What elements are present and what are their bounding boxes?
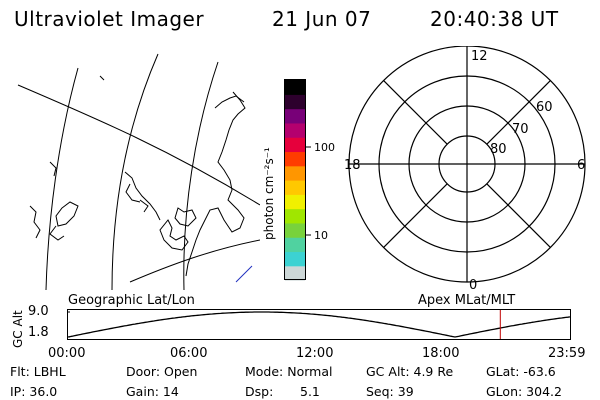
colorbar-segment — [285, 151, 305, 167]
status-gc-alt: GC Alt: 4.9 Re — [366, 364, 454, 379]
colorbar-tick-100: 100 — [314, 141, 335, 154]
lat-label-60: 60 — [536, 100, 553, 115]
instrument-title: Ultraviolet Imager — [14, 7, 205, 31]
colorbar-segment — [285, 108, 305, 124]
timeline-axis-title: GC Alt — [11, 310, 25, 348]
colorbar-segment — [285, 165, 305, 181]
coastline — [29, 205, 41, 239]
colorbar-tick-10: 10 — [314, 229, 328, 242]
timeline-right-label: Apex MLat/MLT — [418, 293, 516, 308]
colorbar-segment — [285, 80, 305, 95]
altitude-curve — [67, 311, 571, 338]
status-ip: IP: 36.0 — [10, 384, 58, 399]
coastline — [159, 219, 189, 251]
coastline — [49, 225, 65, 241]
coastline — [55, 201, 79, 227]
coastline — [99, 75, 105, 81]
coastline — [49, 161, 57, 177]
colorbar-segment — [285, 265, 305, 281]
status-seq: Seq: 39 — [366, 384, 414, 399]
altitude-timeline — [67, 309, 571, 340]
coastline-highlight — [235, 265, 253, 283]
timeline-left-label: Geographic Lat/Lon — [68, 293, 195, 308]
status-door: Door: Open — [126, 364, 198, 379]
coastline — [124, 171, 161, 221]
x-tick-2359: 23:59 — [548, 346, 586, 361]
coastline — [174, 207, 197, 227]
colorbar — [284, 79, 306, 281]
colorbar-segment — [285, 180, 305, 195]
map-grid-line — [45, 67, 79, 290]
x-tick-0600: 06:00 — [170, 346, 208, 361]
status-glon: GLon: 304.2 — [486, 384, 562, 399]
status-flt: Flt: LBHL — [10, 364, 66, 379]
x-tick-0000: 00:00 — [48, 346, 86, 361]
coastline — [185, 91, 246, 277]
colorbar-segment — [285, 94, 305, 110]
colorbar-segment — [285, 208, 305, 224]
map-grid-line — [111, 53, 159, 290]
status-dsp-value: 5.1 — [300, 384, 320, 399]
lat-label-70: 70 — [512, 122, 529, 137]
coastline — [125, 183, 141, 203]
colorbar-segment — [285, 222, 305, 238]
mlt-label-12: 12 — [471, 49, 488, 64]
header-date: 21 Jun 07 — [272, 7, 372, 31]
status-dsp-label: Dsp: — [245, 384, 274, 399]
colorbar-segment — [285, 194, 305, 210]
timeline-ymin: 1.8 — [28, 325, 49, 340]
mlt-label-18: 18 — [344, 158, 361, 173]
status-gain: Gain: 14 — [126, 384, 179, 399]
colorbar-ticks: 100 10 — [305, 141, 335, 242]
map-grid-line — [129, 239, 260, 283]
x-tick-1200: 12:00 — [296, 346, 334, 361]
status-glat: GLat: -63.6 — [486, 364, 556, 379]
colorbar-segment — [285, 251, 305, 267]
polar-diagonal — [383, 183, 448, 248]
colorbar-segment — [285, 237, 305, 253]
status-mode: Mode: Normal — [245, 364, 333, 379]
polar-plot: 12 18 6 0 60 70 80 — [344, 46, 586, 293]
mlt-label-6: 6 — [577, 158, 585, 173]
colorbar-segment — [285, 137, 305, 153]
polar-diagonal — [383, 80, 448, 145]
x-tick-1800: 18:00 — [422, 346, 460, 361]
mlt-label-0: 0 — [469, 278, 477, 293]
polar-diagonal — [486, 80, 551, 145]
header-time: 20:40:38 UT — [430, 7, 559, 31]
map-grid-line — [183, 61, 219, 290]
coastline — [214, 95, 245, 109]
timeline-ymax: 9.0 — [28, 304, 49, 319]
map-grid-line — [17, 84, 260, 206]
coastline — [139, 199, 149, 213]
polar-diagonal — [486, 183, 551, 248]
lat-label-80: 80 — [490, 142, 507, 157]
geographic-map — [17, 53, 260, 290]
colorbar-segment — [285, 122, 305, 138]
colorbar-label: photon cm⁻²s⁻¹ — [262, 147, 276, 240]
